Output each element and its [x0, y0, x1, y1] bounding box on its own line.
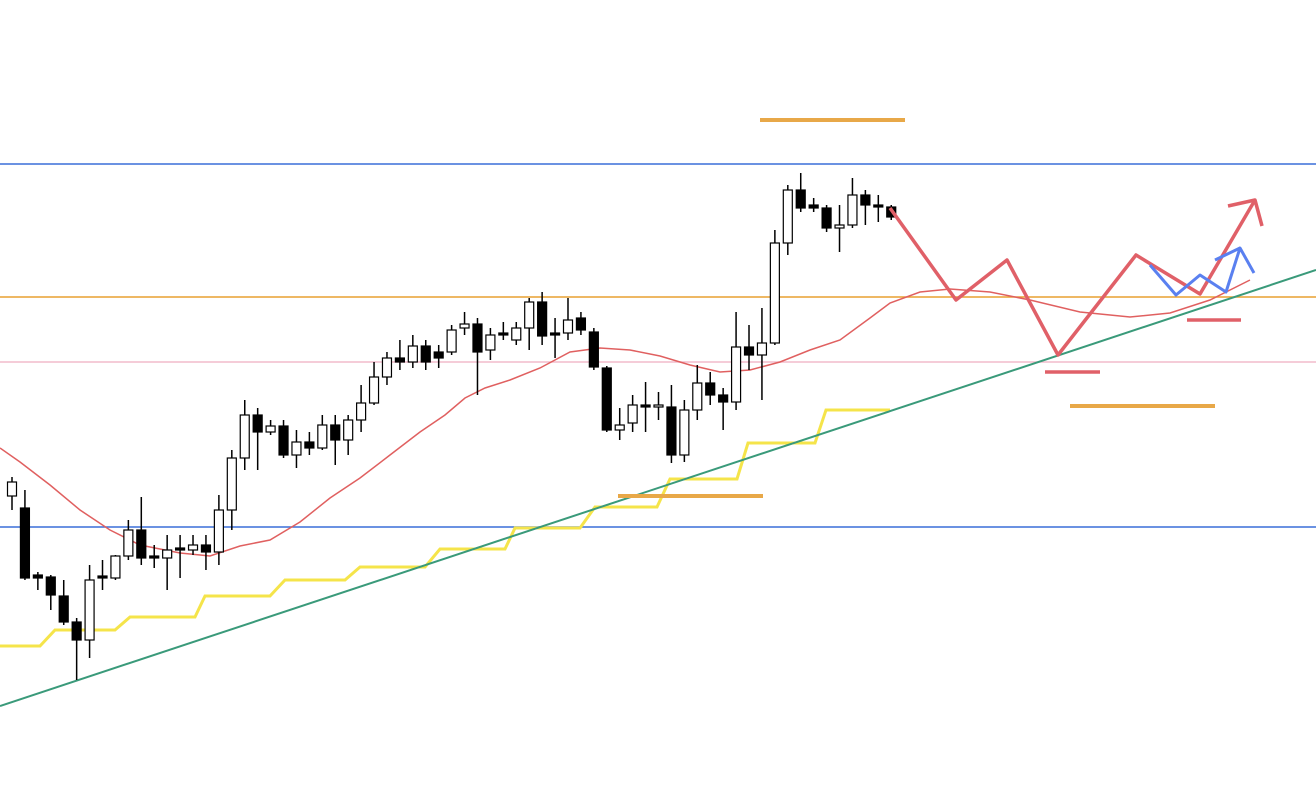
candle-body: [860, 194, 871, 206]
candle-body: [433, 351, 444, 359]
candle-body: [640, 404, 651, 408]
candle-body: [226, 457, 237, 511]
arrow-head: [1227, 198, 1264, 227]
candle-body: [459, 323, 470, 329]
candle-body: [485, 334, 496, 351]
candle-body: [511, 327, 522, 341]
scenario-path: [888, 199, 1257, 357]
candle-body: [756, 342, 768, 356]
candle-body: [782, 189, 793, 244]
arrow-head: [1214, 246, 1241, 262]
candle-body: [381, 357, 393, 378]
candle-body: [821, 207, 832, 229]
candle-body: [679, 409, 690, 456]
candles: [6, 173, 897, 680]
scenario-red: [888, 198, 1264, 374]
candle-body: [769, 242, 780, 344]
candle-body: [304, 441, 315, 449]
candle-body: [666, 406, 677, 456]
candle-body: [278, 425, 289, 456]
target-marks: [618, 118, 1215, 498]
candle-body: [32, 574, 43, 579]
candle-body: [368, 376, 380, 404]
candle-body: [446, 329, 457, 353]
scenario-blue: [1148, 246, 1256, 297]
candle-body: [84, 579, 95, 641]
candle-body: [265, 425, 276, 433]
candle-body: [407, 345, 418, 363]
candle-body: [213, 509, 224, 553]
candle-body: [718, 394, 729, 403]
candle-body: [562, 319, 574, 334]
levels: [0, 163, 1316, 528]
candle-body: [873, 204, 884, 208]
candle-body: [317, 424, 328, 449]
candle-body: [97, 575, 108, 579]
candle-body: [743, 346, 755, 356]
candle-body: [575, 317, 587, 331]
candle-body: [614, 424, 625, 431]
candle-body: [549, 332, 561, 336]
step-line: [0, 408, 890, 648]
candle-body: [136, 529, 147, 559]
candle-body: [174, 547, 186, 551]
candle-body: [588, 331, 599, 368]
candle-body: [110, 555, 121, 579]
candle-body: [45, 576, 56, 596]
candle-body: [356, 402, 367, 421]
trend-line: [0, 269, 1316, 707]
candle-body: [394, 357, 405, 363]
candle-body: [834, 224, 845, 229]
moving-average: [0, 279, 1251, 557]
candle-body: [187, 544, 199, 551]
candle-body: [705, 382, 716, 396]
candle-body: [627, 404, 638, 424]
candle-body: [847, 194, 858, 226]
candle-body: [149, 555, 160, 559]
candle-body: [498, 332, 509, 336]
candle-body: [472, 323, 483, 353]
candle-body: [524, 301, 535, 329]
candle-body: [123, 529, 134, 557]
candle-body: [653, 404, 664, 408]
candle-body: [808, 204, 819, 209]
candle-body: [730, 346, 742, 403]
candle-body: [343, 419, 354, 441]
candle-body: [420, 345, 431, 363]
candle-body: [537, 301, 548, 337]
candle-body: [71, 621, 82, 641]
candle-body: [795, 189, 806, 209]
candle-body: [162, 549, 173, 559]
candle-body: [6, 481, 18, 497]
candle-body: [19, 507, 31, 579]
candle-body: [252, 414, 263, 433]
candle-body: [330, 424, 341, 441]
candle-body: [291, 441, 302, 456]
candle-body: [601, 367, 612, 431]
candle-body: [200, 544, 212, 553]
candle-body: [58, 595, 69, 623]
candle-body: [692, 382, 703, 411]
scenario-path: [1148, 246, 1256, 297]
candle-body: [239, 414, 250, 459]
